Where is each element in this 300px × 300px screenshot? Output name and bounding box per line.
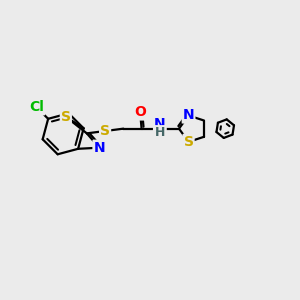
- Text: N: N: [94, 141, 105, 155]
- Text: H: H: [155, 126, 165, 139]
- Text: N: N: [154, 117, 166, 131]
- Text: S: S: [100, 124, 110, 138]
- Text: N: N: [183, 109, 194, 122]
- Text: Cl: Cl: [29, 100, 44, 114]
- Text: S: S: [184, 135, 194, 149]
- Text: S: S: [61, 110, 71, 124]
- Text: O: O: [134, 106, 146, 119]
